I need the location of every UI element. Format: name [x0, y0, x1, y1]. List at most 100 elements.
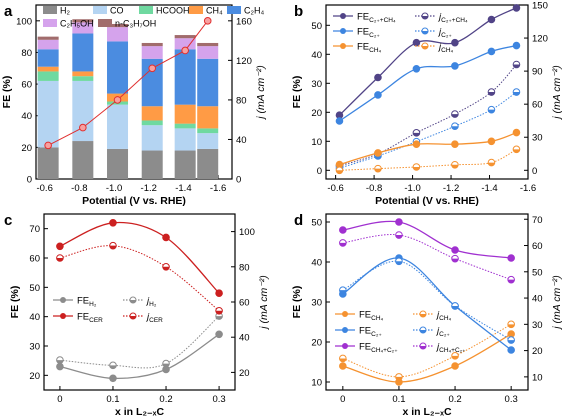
panel-letter-d: d — [294, 212, 303, 229]
panel-a-ytick-label: 40 — [21, 111, 32, 122]
panel-a-bar-hcooh — [37, 71, 59, 81]
panel-a-legend-ch-swatch — [189, 6, 203, 14]
panel-a-current-point — [113, 96, 122, 104]
panel-a-bar-c-h-oh — [37, 39, 59, 50]
panel-b-series-j-c-ch-point-half — [413, 132, 420, 137]
panel-c-ytick-label: 70 — [29, 224, 40, 235]
panel-d-ytick-label: 30 — [311, 298, 322, 309]
panel-c-ytick-right-label: 100 — [239, 227, 255, 238]
panel-c-legend-fe-h-label: FEH₂ — [77, 296, 97, 309]
panel-a-legend-c-h-label: C₂H₄ — [244, 6, 264, 16]
panel-c-xlabel: x in L₂₋ₓC — [115, 406, 164, 418]
panel-b-legend-fe-c-ch-swatch-dot — [340, 13, 346, 19]
panel-c-ytick-right-label: 40 — [239, 333, 250, 344]
panel-c-ytick-label: 30 — [29, 342, 40, 353]
panel-d-series-fe-ch-point — [451, 362, 459, 370]
panel-a-bar-c-h-oh — [141, 46, 163, 59]
panel-c-series-fe-cer-point — [162, 233, 170, 242]
panel-b-series-fe-c-point — [487, 47, 496, 56]
panel-a-bar-co — [72, 80, 94, 142]
panel-b-xtick-label: -1.4 — [481, 183, 497, 194]
panel-d-legend-j-ch-c-label: jCH₄+C₂₊ — [435, 342, 466, 355]
panel-a-xtick-label: -1.2 — [141, 183, 157, 194]
panel-d-series-j-ch-c-point-half — [507, 279, 515, 283]
panel-b-plot-frame — [325, 4, 529, 180]
panel-d-ytick-right-label: 70 — [532, 215, 543, 226]
panel-b-xtick-label: -1.0 — [404, 183, 420, 194]
panel-d-series-j-ch-c-point-half — [339, 242, 347, 247]
panel-d-series-fe-ch-c-point — [339, 226, 347, 234]
panel-c-ylabel: FE (%) — [9, 286, 21, 319]
panel-b-series-j-ch-point-half — [336, 170, 343, 174]
panel-b-series-fe-ch-point — [451, 140, 459, 148]
panel-a-bar-co — [197, 133, 219, 149]
panel-a-ytick-label: 0 — [27, 175, 32, 186]
panel-letter-c: c — [4, 212, 12, 229]
panel-a-legend-n-c-h-oh-swatch — [98, 19, 112, 27]
panel-d-series-j-ch-point-half — [339, 358, 347, 362]
panel-c-series-j-h-point-half — [56, 360, 64, 364]
panel-b-legend-fe-ch-swatch-dot — [340, 43, 346, 49]
panel-d-series-j-ch-c-line — [342, 234, 512, 281]
panel-d-ylabel-right: j (mA cm⁻²) — [551, 275, 563, 331]
panel-b-series-fe-c-ch-point — [487, 15, 496, 24]
panel-c-series-fe-cer-point — [56, 242, 64, 251]
panel-a-bar-ch — [37, 66, 59, 72]
panel-b-ytick-label: 40 — [311, 50, 322, 61]
panel-d-ytick-right-label: 50 — [532, 267, 543, 278]
panel-a-bar-n-c-h-oh — [141, 42, 163, 47]
panel-b-xtick-label: -1.6 — [520, 183, 536, 194]
panel-a-ytick-label: 100 — [16, 16, 32, 27]
panel-b-series-fe-c-ch-point — [512, 4, 521, 12]
panel-d-ytick-right-label: 10 — [532, 372, 543, 383]
panel-a-xtick-label: -0.6 — [36, 183, 52, 194]
panel-d-series-j-c-point-half — [451, 305, 459, 310]
panel-b-series-j-c-point-half — [451, 126, 459, 130]
panel-d-series-j-ch-point-half — [507, 324, 515, 328]
panel-a-bar-co — [141, 125, 163, 151]
panel-d-legend-fe-c-swatch-dot — [342, 327, 348, 333]
panel-c-legend-j-h-swatch-half — [130, 300, 136, 303]
panel-a-bar-hcooh — [141, 120, 163, 126]
panel-a-plot-frame — [35, 4, 233, 180]
panel-c-series-j-cer-line — [59, 245, 220, 312]
panel-d-legend-j-c-swatch-half — [420, 330, 426, 333]
panel-d-series-j-ch-c-point-half — [395, 235, 403, 239]
panel-b-series-j-c-ch-point-half — [451, 114, 459, 118]
panel-b-series-j-ch-point-half — [488, 162, 495, 166]
panel-c-series-j-cer-point-half — [56, 258, 64, 262]
panel-c-ytick-right-label: 80 — [239, 262, 250, 273]
panel-c-series-fe-h-point — [56, 362, 64, 371]
panel-b-series-fe-c-point — [335, 117, 344, 125]
panel-b-legend-j-ch-label: jCH₄ — [437, 42, 454, 55]
panel-a-current-point — [181, 46, 189, 55]
panel-a-bar-n-c-h-oh — [107, 23, 129, 28]
panel-d-ytick-right-label: 20 — [532, 346, 543, 357]
panel-a-ytick-right-label: 40 — [236, 135, 247, 146]
panel-d-series-fe-ch-c-line — [342, 220, 512, 259]
panel-b-legend-j-c-ch-label: jC₂₊+CH₄ — [437, 12, 468, 25]
panel-a-bar-c-h — [72, 33, 94, 72]
panel-a-bar-c-h — [37, 49, 59, 67]
panel-a-xtick-label: -1.6 — [210, 183, 226, 194]
panel-b-legend-j-c-swatch-half — [422, 31, 428, 34]
panel-a-bar-ch — [174, 104, 196, 124]
panel-c-plot-frame — [43, 213, 236, 391]
panel-c-legend-j-cer-swatch-half — [130, 316, 136, 319]
panel-d-legend-fe-ch-label: FECH₄ — [359, 310, 384, 323]
panel-b-series-j-ch-point-half — [513, 149, 520, 153]
panel-d-series-fe-ch-point — [339, 362, 347, 370]
panel-a-ytick-right-label: 80 — [236, 95, 247, 106]
panel-a-current-line — [47, 20, 209, 146]
panel-a-xtick-label: -0.8 — [71, 183, 87, 194]
panel-b-series-j-ch-point-half — [451, 164, 459, 169]
panel-b-ytick-label: 50 — [311, 21, 322, 32]
panel-a-ytick-right-label: 120 — [236, 56, 252, 67]
panel-c-series-fe-h-point — [215, 330, 223, 339]
panel-a-current-point — [44, 141, 52, 150]
panel-d-xtick-label: 0.3 — [505, 394, 518, 405]
panel-a-ylabel-right: j (mA cm⁻²) — [255, 65, 267, 121]
panel-d-xlabel: x in L₂₋ₓC — [402, 406, 451, 418]
panel-a-xtick-label: -1.4 — [175, 183, 191, 194]
panel-a-bar-hcooh — [72, 76, 94, 81]
